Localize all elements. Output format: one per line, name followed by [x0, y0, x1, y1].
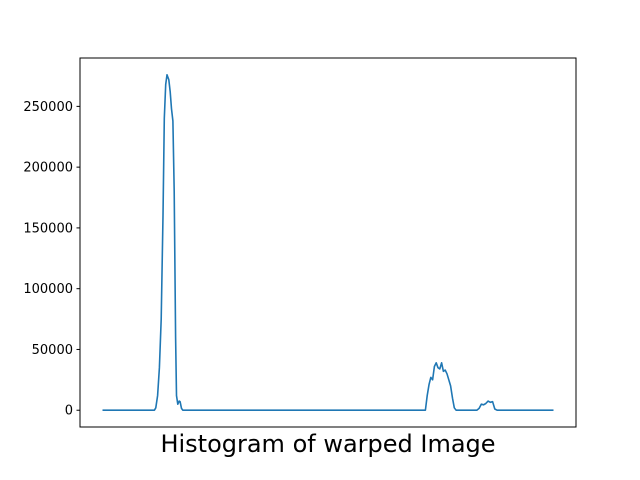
series-layer: [102, 74, 554, 412]
y-tick-label: 50000: [32, 343, 73, 358]
y-tick-label: 100000: [23, 282, 73, 297]
histogram-series-line: [102, 74, 554, 412]
plot-area: [79, 57, 577, 428]
x-axis-label: Histogram of warped Image: [160, 430, 495, 458]
y-axis: 0 50000 100000 150000 200000 250000: [23, 100, 80, 419]
y-tick-label: 150000: [23, 221, 73, 236]
y-tick-label: 250000: [23, 100, 73, 115]
y-tick-label: 0: [65, 404, 73, 419]
y-tick-label: 200000: [23, 161, 73, 176]
